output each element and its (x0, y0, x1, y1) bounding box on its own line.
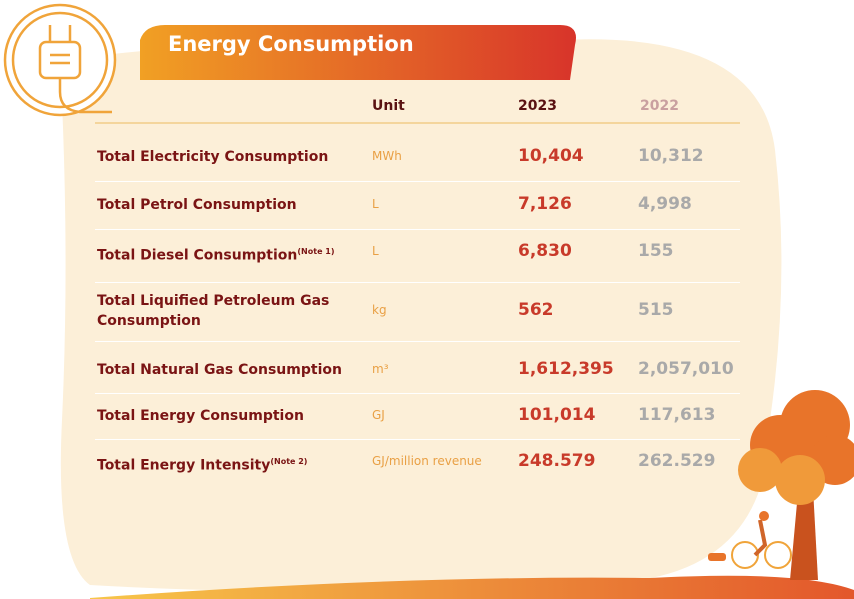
row-separator (95, 229, 740, 230)
row-label: Total Petrol Consumption (97, 195, 362, 215)
column-header: 2022 (640, 98, 679, 114)
unit: kg (372, 303, 387, 317)
row-label: Total Energy Intensity(Note 2) (97, 452, 362, 476)
unit: m³ (372, 362, 389, 376)
unit: GJ/million revenue (372, 454, 482, 468)
unit: GJ (372, 408, 385, 422)
value-2022: 4,998 (638, 194, 692, 214)
row-separator (95, 341, 740, 342)
row-separator (95, 393, 740, 394)
page: Energy Consumption Unit 2023 2022 Total … (0, 0, 854, 599)
value-2023: 101,014 (518, 405, 595, 425)
row-separator (95, 282, 740, 283)
unit: L (372, 244, 379, 258)
plug-icon (5, 5, 115, 115)
unit: L (372, 197, 379, 211)
value-2022: 117,613 (638, 405, 715, 425)
value-2022: 155 (638, 241, 674, 261)
value-2023: 7,126 (518, 194, 572, 214)
row-separator (95, 181, 740, 182)
row-label: Total Natural Gas Consumption (97, 360, 362, 380)
value-2022: 10,312 (638, 146, 704, 166)
title: Energy Consumption (168, 32, 414, 56)
unit: MWh (372, 149, 402, 163)
row-label: Total Electricity Consumption (97, 147, 362, 167)
value-2023: 562 (518, 300, 554, 320)
note-superscript: (Note 1) (297, 247, 334, 256)
value-2023: 1,612,395 (518, 359, 614, 379)
value-2022: 2,057,010 (638, 359, 734, 379)
value-2022: 515 (638, 300, 674, 320)
value-2023: 10,404 (518, 146, 584, 166)
row-separator (95, 439, 740, 440)
row-label: Total Liquified Petroleum Gas Consumptio… (97, 291, 362, 331)
row-label: Total Diesel Consumption(Note 1) (97, 242, 362, 266)
value-2022: 262.529 (638, 451, 715, 471)
column-header: Unit (372, 98, 405, 114)
value-2023: 6,830 (518, 241, 572, 261)
value-2023: 248.579 (518, 451, 595, 471)
note-superscript: (Note 2) (270, 457, 307, 466)
column-header: 2023 (518, 98, 557, 114)
row-label: Total Energy Consumption (97, 406, 362, 426)
